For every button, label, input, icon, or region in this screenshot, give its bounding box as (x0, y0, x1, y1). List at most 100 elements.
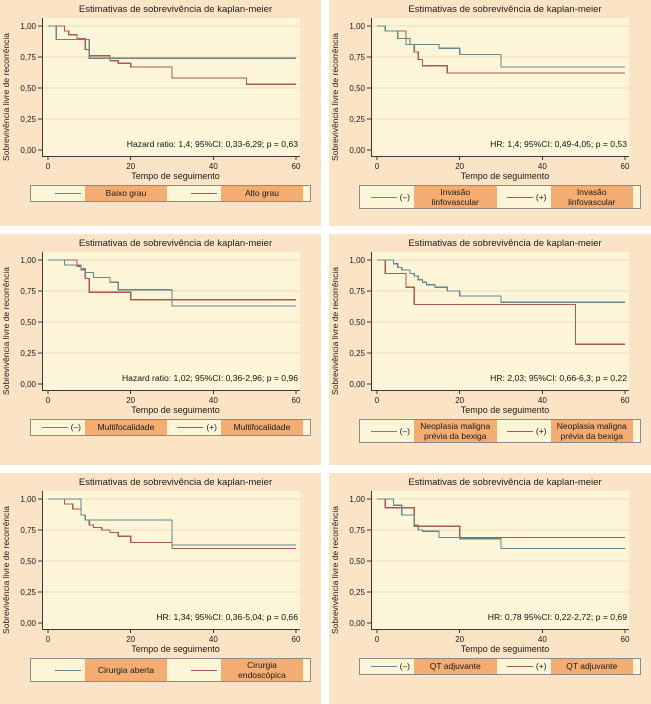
x-tick-label: 0 (46, 396, 51, 405)
y-tick-label: 0,75 (20, 53, 36, 62)
hr-annotation: HR: 1,4; 95%CI: 0,49-4,05; p = 0,53 (490, 139, 627, 149)
x-tick-label: 20 (126, 635, 135, 644)
legend-label: Alto grau (221, 186, 303, 201)
x-axis-label: Tempo de seguimento (131, 171, 220, 181)
y-tick-label: 0,50 (20, 84, 36, 93)
x-axis-label: Tempo de seguimento (460, 644, 550, 654)
legend-entry: (+) Invasão linfovascular (497, 186, 633, 209)
legend-prefix: (–) (399, 661, 410, 672)
plot-body: Sobrevivência livre de recorrência 1,00 0,… (329, 250, 651, 412)
series-line-blue (377, 498, 625, 550)
x-tick-label: 20 (455, 162, 464, 171)
legend-label: Invasão linfovascular (414, 186, 497, 209)
series-line-blue (377, 25, 625, 68)
km-panel-5: Estimativas de sobrevivência de kaplan-m… (0, 473, 321, 704)
y-tick-label: 0,50 (20, 557, 36, 566)
x-tick-label: 60 (292, 396, 301, 405)
hr-annotation: HR: 1,34; 95%CI: 0,36-5,04; p = 0,66 (156, 612, 298, 622)
legend-line-sample (191, 669, 217, 671)
x-tick-label: 0 (375, 396, 380, 405)
km-panel-3: Estimativas de sobrevivência de kaplan-m… (0, 234, 321, 465)
y-axis-label: Sobrevivência livre de recorrência (330, 32, 340, 162)
legend-box: Cirurgia aberta Cirurgia endoscópica (30, 658, 311, 683)
legend-entry: Baixo grau (31, 186, 167, 201)
plot-background (42, 491, 300, 630)
panel-title: Estimativas de sobrevivência de kaplan-m… (408, 4, 602, 15)
legend-tail (303, 420, 310, 435)
x-axis-label: Tempo de seguimento (131, 405, 220, 415)
x-tick-label: 0 (375, 635, 380, 644)
legend-swatch-area: (+) (497, 186, 551, 208)
legend-line-sample (506, 666, 533, 667)
legend-tail (303, 186, 310, 201)
y-tick-label: 0,25 (349, 349, 365, 358)
y-tick-label: 0,25 (349, 588, 365, 597)
legend-label: QT adjuvante (414, 659, 497, 674)
plot-body: Sobrevivência livre de recorrência 1,00 0,… (0, 489, 321, 651)
plot-svg: 1,00 0,75 0,50 0,25 0,00 0 20 40 60 HR: 1,34; 95%… (20, 491, 301, 644)
legend-box: Baixo grau Alto grau (30, 185, 311, 202)
legend-label: Baixo grau (85, 186, 167, 201)
y-axis-label: Sobrevivência livre de recorrência (330, 505, 340, 635)
plot-body: Sobrevivência livre de recorrência 1,00 0,… (0, 16, 321, 178)
hr-annotation: HR: 0,78 95%CI: 0,22-2,72; p = 0,69 (488, 612, 627, 622)
legend-line-sample (55, 193, 81, 194)
legend-prefix: (–) (399, 426, 410, 437)
legend-swatch-area: (–) (360, 186, 414, 208)
x-axis-label: Tempo de seguimento (131, 644, 220, 654)
legend-prefix: (+) (206, 422, 217, 433)
legend-swatch-area: (–) (31, 420, 85, 435)
y-tick-label: 1,00 (349, 495, 365, 504)
legend-line-sample (191, 193, 217, 194)
legend-prefix: (+) (535, 192, 547, 203)
y-tick-label: 0,50 (349, 318, 365, 327)
plot-body: Sobrevivência livre de recorrência 1,00 0,… (329, 16, 651, 178)
legend-label: Neoplasia maligna prévia da bexiga (414, 420, 497, 443)
legend-entry: (–) Neoplasia maligna prévia da bexiga (360, 420, 497, 443)
legend-entry: (+) Multifocalidade (167, 420, 303, 435)
hr-annotation: Hazard ratio: 1,4; 95%CI: 0,33-6,29; p =… (127, 139, 298, 149)
legend-tail (633, 420, 640, 442)
legend-line-sample (506, 430, 533, 432)
legend-label: Cirurgia aberta (85, 659, 167, 682)
legend-tail (633, 659, 640, 674)
x-tick-label: 20 (455, 396, 464, 405)
panel-title: Estimativas de sobrevivência de kaplan-m… (408, 477, 602, 488)
x-tick-label: 60 (292, 162, 301, 171)
legend-swatch-area (31, 659, 85, 681)
x-tick-label: 0 (375, 162, 380, 171)
series-line-red (377, 259, 625, 345)
km-panel-6: Estimativas de sobrevivência de kaplan-m… (329, 473, 651, 704)
y-axis-label: Sobrevivência livre de recorrência (330, 266, 340, 396)
legend-swatch-area (167, 659, 221, 681)
km-panel-4: Estimativas de sobrevivência de kaplan-m… (329, 234, 651, 465)
legend-line-sample (370, 666, 397, 667)
y-tick-label: 0,50 (20, 318, 36, 327)
plot-svg: 1,00 0,75 0,50 0,25 0,00 0 20 40 60 Hazard ratio:… (20, 18, 301, 171)
x-axis-label: Tempo de seguimento (460, 171, 550, 181)
x-tick-label: 40 (538, 162, 547, 171)
plot-background (371, 491, 629, 630)
y-tick-label: 0,25 (20, 115, 36, 124)
y-axis-label: Sobrevivência livre de recorrência (1, 505, 11, 635)
y-tick-label: 0,00 (20, 146, 36, 155)
legend-entry: Cirurgia aberta (31, 659, 167, 682)
legend-entry: Alto grau (167, 186, 303, 201)
legend-line-sample (41, 427, 68, 428)
hr-annotation: Hazard ratio: 1,02; 95%CI: 0,36-2,96; p … (122, 373, 298, 383)
legend-label: QT adjuvante (550, 659, 633, 674)
x-tick-label: 60 (621, 162, 630, 171)
y-tick-label: 0,75 (349, 526, 365, 535)
series-line-blue (48, 259, 296, 307)
y-tick-label: 0,75 (349, 287, 365, 296)
x-tick-label: 60 (621, 396, 630, 405)
legend-box: (–) Neoplasia maligna prévia da bexiga (+)… (359, 419, 641, 444)
legend-prefix: (+) (535, 426, 547, 437)
legend-label: Cirurgia endoscópica (221, 659, 303, 682)
legend-line-sample (370, 430, 397, 432)
legend-swatch-area: (+) (497, 420, 551, 442)
y-tick-label: 0,00 (20, 619, 36, 628)
x-tick-label: 60 (621, 635, 630, 644)
legend-label: Multifocalidade (85, 420, 167, 435)
